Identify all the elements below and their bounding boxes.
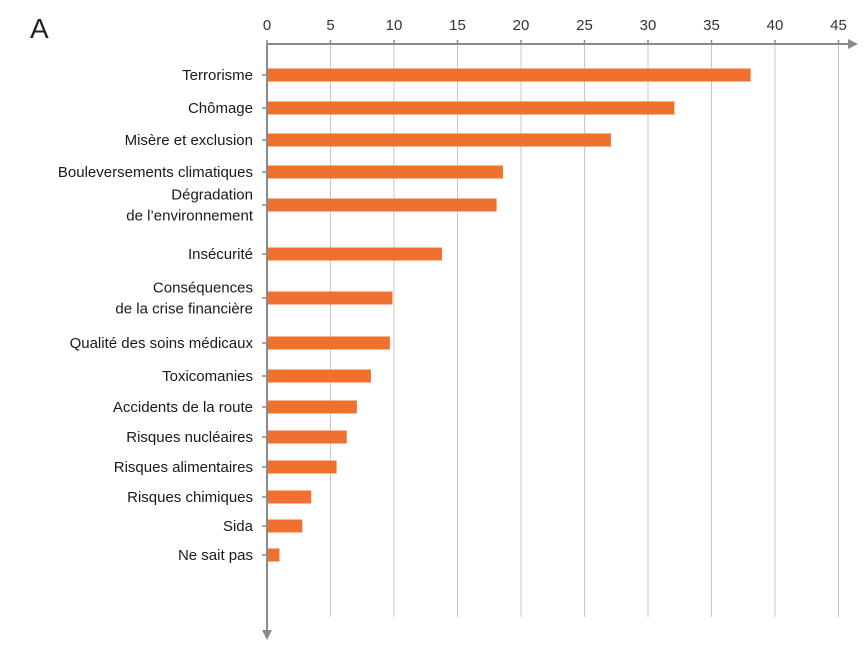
category-label: Risques chimiques xyxy=(127,489,253,506)
bar xyxy=(268,336,390,350)
x-axis-arrow xyxy=(848,39,858,49)
category-label: Risques alimentaires xyxy=(114,459,253,476)
category-label: Qualité des soins médicaux xyxy=(70,335,254,352)
category-label: Sida xyxy=(223,518,254,535)
bars xyxy=(268,68,751,562)
bar xyxy=(268,400,357,414)
x-tick-labels: 0 5 10 15 20 25 30 35 40 45 xyxy=(263,17,847,34)
x-tick-label: 30 xyxy=(640,17,657,34)
x-tick-label: 35 xyxy=(703,17,720,34)
x-tick-label: 20 xyxy=(513,17,530,34)
axes xyxy=(262,39,858,640)
bar xyxy=(268,68,751,82)
category-label: Bouleversements climatiques xyxy=(58,164,253,181)
x-tick-label: 15 xyxy=(449,17,466,34)
x-tick-label: 40 xyxy=(767,17,784,34)
bar xyxy=(268,198,497,212)
bar xyxy=(268,133,611,147)
x-tick-label: 10 xyxy=(386,17,403,34)
bar xyxy=(268,291,393,305)
category-label: Risques nucléaires xyxy=(126,429,253,446)
category-label: Conséquences xyxy=(153,280,253,297)
category-label: Chômage xyxy=(188,100,253,117)
bar xyxy=(268,430,347,444)
category-label: Insécurité xyxy=(188,246,253,263)
bar xyxy=(268,369,371,383)
bar xyxy=(268,101,675,115)
x-tick-label: 25 xyxy=(576,17,593,34)
gridlines xyxy=(330,44,839,617)
category-label: de l’environnement xyxy=(126,208,254,225)
x-tick-label: 5 xyxy=(326,17,334,34)
bar xyxy=(268,548,280,562)
category-label: Toxicomanies xyxy=(162,368,253,385)
bar xyxy=(268,165,503,179)
y-axis-arrow xyxy=(262,630,272,640)
category-label: de la crise financière xyxy=(115,301,253,318)
category-label: Accidents de la route xyxy=(113,399,253,416)
category-labels: Terrorisme Chômage Misère et exclusion Boul… xyxy=(58,67,254,564)
bar xyxy=(268,460,337,474)
bar xyxy=(268,490,312,504)
category-label: Misère et exclusion xyxy=(125,132,253,149)
category-label: Terrorisme xyxy=(182,67,253,84)
category-label: Dégradation xyxy=(171,187,253,204)
panel-label: A xyxy=(30,13,49,44)
x-tick-label: 45 xyxy=(830,17,847,34)
x-tick-label: 0 xyxy=(263,17,271,34)
bar xyxy=(268,247,442,261)
bar xyxy=(268,519,303,533)
category-label: Ne sait pas xyxy=(178,547,253,564)
